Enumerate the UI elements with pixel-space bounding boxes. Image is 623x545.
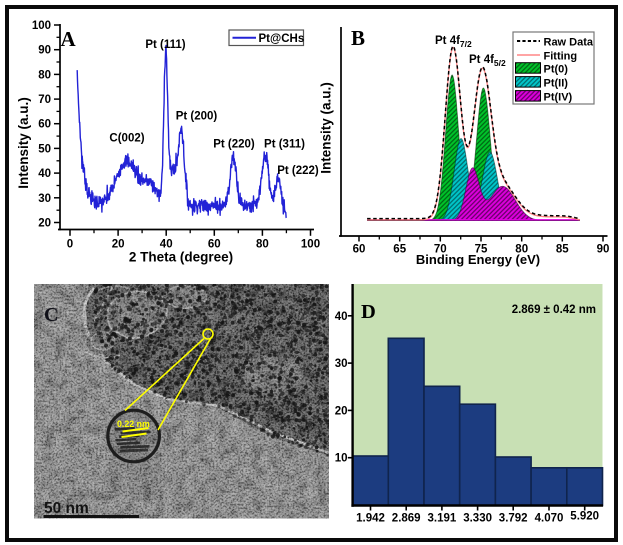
svg-text:Pt (200): Pt (200) bbox=[176, 111, 218, 123]
svg-text:40: 40 bbox=[335, 311, 348, 323]
svg-text:Intensity (a.u.): Intensity (a.u.) bbox=[16, 97, 31, 189]
svg-text:20: 20 bbox=[112, 239, 125, 251]
svg-text:Pt (311): Pt (311) bbox=[264, 139, 305, 151]
svg-text:Intensity (a.u.): Intensity (a.u.) bbox=[319, 82, 334, 174]
svg-text:75: 75 bbox=[475, 244, 488, 256]
svg-text:30: 30 bbox=[335, 358, 348, 370]
svg-text:Pt (220): Pt (220) bbox=[213, 139, 255, 151]
svg-text:40: 40 bbox=[160, 239, 173, 251]
svg-text:4.070: 4.070 bbox=[535, 513, 564, 525]
svg-text:60: 60 bbox=[208, 239, 221, 251]
svg-text:Pt(0): Pt(0) bbox=[544, 64, 569, 76]
svg-text:60: 60 bbox=[38, 119, 51, 131]
svg-text:Pt(II): Pt(II) bbox=[544, 78, 569, 90]
svg-text:3.191: 3.191 bbox=[428, 513, 457, 525]
svg-text:5.920: 5.920 bbox=[570, 511, 599, 523]
svg-text:10: 10 bbox=[335, 453, 348, 465]
svg-text:A: A bbox=[61, 27, 77, 51]
svg-text:2.869 ± 0.42 nm: 2.869 ± 0.42 nm bbox=[512, 304, 596, 316]
svg-text:2 Theta (degree): 2 Theta (degree) bbox=[129, 250, 233, 265]
svg-text:50 nm: 50 nm bbox=[44, 500, 89, 517]
svg-text:3.792: 3.792 bbox=[499, 513, 528, 525]
svg-text:Pt(IV): Pt(IV) bbox=[544, 92, 573, 104]
svg-text:C(002): C(002) bbox=[109, 133, 144, 145]
svg-text:C: C bbox=[44, 304, 58, 326]
svg-text:100: 100 bbox=[32, 20, 51, 32]
svg-text:Fitting: Fitting bbox=[544, 51, 578, 63]
svg-text:0.22 nm: 0.22 nm bbox=[117, 419, 150, 429]
svg-text:65: 65 bbox=[393, 244, 406, 256]
svg-text:85: 85 bbox=[556, 244, 569, 256]
svg-text:90: 90 bbox=[38, 45, 51, 57]
svg-text:Raw Data: Raw Data bbox=[544, 37, 594, 49]
svg-text:50: 50 bbox=[38, 143, 51, 155]
svg-text:1.942: 1.942 bbox=[356, 513, 385, 525]
svg-text:D: D bbox=[361, 301, 376, 323]
svg-text:70: 70 bbox=[434, 244, 447, 256]
svg-text:Pt@CHs: Pt@CHs bbox=[259, 33, 305, 45]
svg-text:80: 80 bbox=[256, 239, 269, 251]
svg-text:80: 80 bbox=[515, 244, 528, 256]
svg-text:40: 40 bbox=[38, 168, 51, 180]
svg-text:Pt (222): Pt (222) bbox=[277, 165, 319, 177]
svg-text:60: 60 bbox=[353, 244, 366, 256]
svg-text:Pt 4f5/2: Pt 4f5/2 bbox=[469, 54, 506, 68]
svg-text:30: 30 bbox=[38, 193, 51, 205]
svg-text:Binding Energy (eV): Binding Energy (eV) bbox=[416, 252, 540, 267]
svg-text:20: 20 bbox=[335, 405, 348, 417]
svg-text:80: 80 bbox=[38, 69, 51, 81]
svg-text:20: 20 bbox=[38, 218, 51, 230]
svg-text:Pt 4f7/2: Pt 4f7/2 bbox=[435, 35, 472, 49]
svg-text:3.330: 3.330 bbox=[463, 513, 492, 525]
svg-text:90: 90 bbox=[597, 244, 610, 256]
svg-text:Pt (111): Pt (111) bbox=[145, 39, 185, 51]
svg-text:70: 70 bbox=[38, 94, 51, 106]
svg-text:100: 100 bbox=[301, 239, 320, 251]
svg-text:2.869: 2.869 bbox=[392, 513, 421, 525]
svg-text:B: B bbox=[351, 26, 365, 50]
svg-text:0: 0 bbox=[67, 239, 73, 251]
